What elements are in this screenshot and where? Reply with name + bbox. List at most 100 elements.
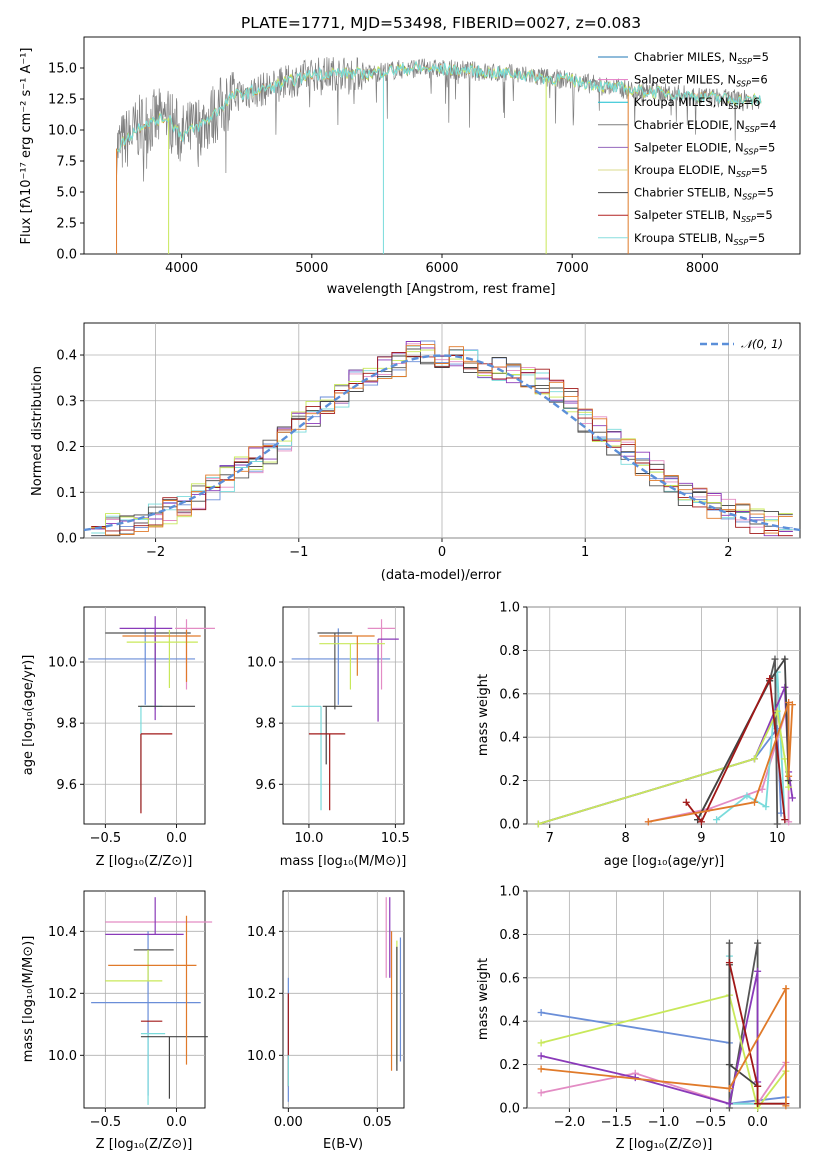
weight-vs-z-xlabel: Z [log₁₀(Z/Z⊙)] [616, 1137, 713, 1152]
y-tick-label: 10.0 [247, 1049, 276, 1064]
x-tick-label: −0.5 [695, 1115, 727, 1130]
y-tick-label: 1.0 [499, 885, 520, 900]
age-vs-z-axes [83, 606, 206, 825]
legend-entry-name: Salpeter STELIB, N [634, 208, 741, 222]
y-tick-label: 7.5 [56, 155, 77, 170]
x-tick-label: 4000 [165, 261, 198, 276]
y-tick-label: 9.8 [56, 717, 77, 732]
y-tick-label: 0.0 [56, 248, 77, 263]
y-tick-label: 0.3 [56, 394, 77, 409]
weight-vs-age-marks: 7 8 9 10 0.0 0.2 0.4 0.6 0.8 1.0 [499, 601, 800, 846]
y-tick-label: 0.6 [499, 971, 520, 986]
legend-entry-count: =4 [760, 118, 777, 132]
weight-vs-age-panel: 7 8 9 10 0.0 0.2 0.4 0.6 0.8 1.0 age [log₁₀(age/y… [476, 601, 801, 869]
legend-entry-name: Chabrier ELODIE, N [634, 118, 745, 132]
legend-entry-count: =5 [756, 208, 773, 222]
y-tick-label: 12.5 [48, 93, 77, 108]
weight-line [685, 675, 786, 824]
age-vs-mass-panel: 10.0 10.5 9.6 9.8 10.0 mass [log₁₀(M/M⊙)] [247, 606, 410, 869]
y-tick-label: 10.4 [48, 925, 77, 940]
legend-entry-subscript: SSP [745, 125, 760, 134]
age-vs-z-ylabel: age [log₁₀(age/yr)] [21, 655, 36, 776]
y-tick-label: 2.5 [56, 217, 77, 232]
x-tick-label: 2 [724, 545, 732, 560]
normal-legend-label: 𝒩(0, 1) [741, 337, 783, 351]
x-tick-label: −2.0 [554, 1115, 586, 1130]
weight-line [728, 962, 786, 1105]
y-tick-label: 10.0 [48, 1049, 77, 1064]
x-tick-label: 9 [697, 831, 705, 846]
mass-vs-z-xlabel: Z [log₁₀(Z/Z⊙)] [96, 1137, 193, 1152]
histogram-series [91, 351, 793, 537]
y-tick-label: 15.0 [48, 62, 77, 77]
y-tick-label: 0.8 [499, 928, 520, 943]
age-vs-mass-xlabel: mass [log₁₀(M/M⊙)] [280, 854, 407, 869]
normal-curve [83, 354, 801, 532]
histogram-series [91, 341, 793, 537]
x-tick-label: 10.0 [294, 831, 323, 846]
legend-entry-subscript: SSP [744, 147, 759, 156]
x-tick-label: −0.5 [90, 831, 122, 846]
legend-entry-count: =5 [751, 163, 768, 177]
legend-entry-subscript: SSP [742, 193, 757, 202]
x-tick-label: 0.0 [747, 1115, 768, 1130]
x-tick-label: 0.0 [166, 831, 187, 846]
y-tick-label: 0.4 [56, 349, 77, 364]
y-tick-label: 5.0 [56, 186, 77, 201]
histogram-series [91, 345, 793, 534]
y-tick-label: 10.2 [247, 987, 276, 1002]
age-vs-z-marks: −0.5 0.0 9.6 9.8 10.0 [48, 607, 215, 846]
y-tick-label: 0.4 [499, 1015, 520, 1030]
mass-vs-ebv-axes [282, 890, 405, 1109]
legend-entry-label: Salpeter MILES, NSSP=6 [634, 73, 768, 89]
x-tick-label: 10.5 [381, 831, 410, 846]
model-spectrum-cyan [116, 60, 762, 153]
spectrum-title: PLATE=1771, MJD=53498, FIBERID=0027, z=0… [241, 14, 641, 32]
spectrum-panel: PLATE=1771, MJD=53498, FIBERID=0027, z=0… [19, 14, 801, 297]
legend-entry-label: Chabrier ELODIE, NSSP=4 [634, 118, 776, 134]
mass-vs-ebv-marks: 0.00 0.05 10.0 10.2 10.4 [247, 891, 404, 1130]
legend-entry-label: Salpeter ELODIE, NSSP=5 [634, 140, 775, 156]
legend-entry-name: Chabrier STELIB, N [634, 186, 742, 200]
x-tick-label: 0.05 [363, 1115, 392, 1130]
legend-entry-subscript: SSP [741, 215, 756, 224]
weight-vs-z-ylabel: mass weight [476, 958, 491, 1040]
weight-line [541, 985, 787, 1106]
legend-entry-subscript: SSP [736, 80, 751, 89]
x-tick-label: 7 [546, 831, 554, 846]
weight-vs-z-marks: −2.0 −1.5 −1.0 −0.5 0.0 0.0 0.2 0.4 0.6 0.8 1.0 [499, 885, 800, 1130]
residuals-ylabel: Normed distribution [30, 366, 45, 496]
x-tick-label: 5000 [295, 261, 328, 276]
weight-line [540, 994, 787, 1111]
mass-vs-z-marks: −0.5 0.0 10.0 10.2 10.4 [48, 891, 213, 1130]
legend-entry-name: Kroupa MILES, N [634, 95, 729, 109]
y-tick-label: 10.0 [48, 656, 77, 671]
legend-entry-subscript: SSP [736, 170, 751, 179]
residuals-panel: −2 −1 0 1 2 0.0 0.1 0.2 0.3 0.4 (data-model)/erro… [30, 322, 801, 583]
legend-entry-label: Kroupa MILES, NSSP=6 [634, 95, 760, 111]
weight-vs-z-panel: −2.0 −1.5 −1.0 −0.5 0.0 0.0 0.2 0.4 0.6 0.8 1.0 Z … [476, 885, 801, 1152]
legend-entry-count: =5 [758, 140, 775, 154]
x-tick-label: 8 [621, 831, 629, 846]
x-tick-label: 7000 [556, 261, 589, 276]
y-tick-label: 0.2 [499, 1058, 520, 1073]
legend-entry-count: =5 [748, 231, 765, 245]
y-tick-label: 0.0 [499, 818, 520, 833]
y-tick-label: 1.0 [499, 601, 520, 616]
x-tick-label: −1.5 [601, 1115, 633, 1130]
x-tick-label: 0.0 [166, 1115, 187, 1130]
y-tick-label: 9.6 [56, 778, 77, 793]
spectrum-xticks: 4000 5000 6000 7000 8000 [165, 254, 719, 276]
age-vs-z-xlabel: Z [log₁₀(Z/Z⊙)] [96, 854, 193, 869]
legend-entry-name: Chabrier MILES, N [634, 50, 737, 64]
legend-entry-name: Salpeter MILES, N [634, 73, 736, 87]
spectrum-xlabel: wavelength [Angstrom, rest frame] [327, 282, 556, 297]
legend-entry-label: Salpeter STELIB, NSSP=5 [634, 208, 773, 224]
legend-entry-name: Kroupa ELODIE, N [634, 163, 736, 177]
legend-entry-count: =5 [757, 186, 774, 200]
weight-vs-age-ylabel: mass weight [476, 674, 491, 756]
weight-vs-age-xlabel: age [log₁₀(age/yr)] [604, 854, 725, 869]
weight-line [696, 656, 790, 821]
